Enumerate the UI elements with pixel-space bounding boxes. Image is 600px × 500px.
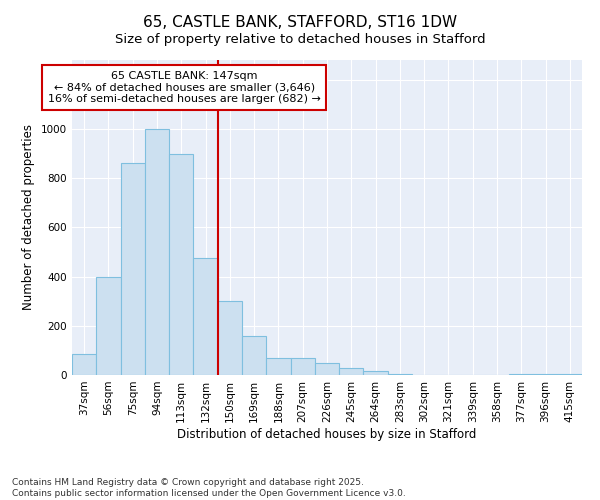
Y-axis label: Number of detached properties: Number of detached properties [22,124,35,310]
Text: Size of property relative to detached houses in Stafford: Size of property relative to detached ho… [115,32,485,46]
Bar [290,358,315,375]
Text: Contains HM Land Registry data © Crown copyright and database right 2025.
Contai: Contains HM Land Registry data © Crown c… [12,478,406,498]
Bar [509,374,533,375]
Bar [266,358,290,375]
Bar [96,276,121,375]
Bar [388,374,412,375]
Bar [72,354,96,375]
Bar [193,258,218,375]
Text: 65, CASTLE BANK, STAFFORD, ST16 1DW: 65, CASTLE BANK, STAFFORD, ST16 1DW [143,15,457,30]
Bar [558,374,582,375]
Bar [218,301,242,375]
Bar [169,154,193,375]
Bar [315,363,339,375]
Bar [121,164,145,375]
Bar [339,368,364,375]
Bar [145,129,169,375]
Bar [364,372,388,375]
Bar [533,374,558,375]
X-axis label: Distribution of detached houses by size in Stafford: Distribution of detached houses by size … [178,428,476,440]
Text: 65 CASTLE BANK: 147sqm
← 84% of detached houses are smaller (3,646)
16% of semi-: 65 CASTLE BANK: 147sqm ← 84% of detached… [48,71,320,104]
Bar [242,336,266,375]
